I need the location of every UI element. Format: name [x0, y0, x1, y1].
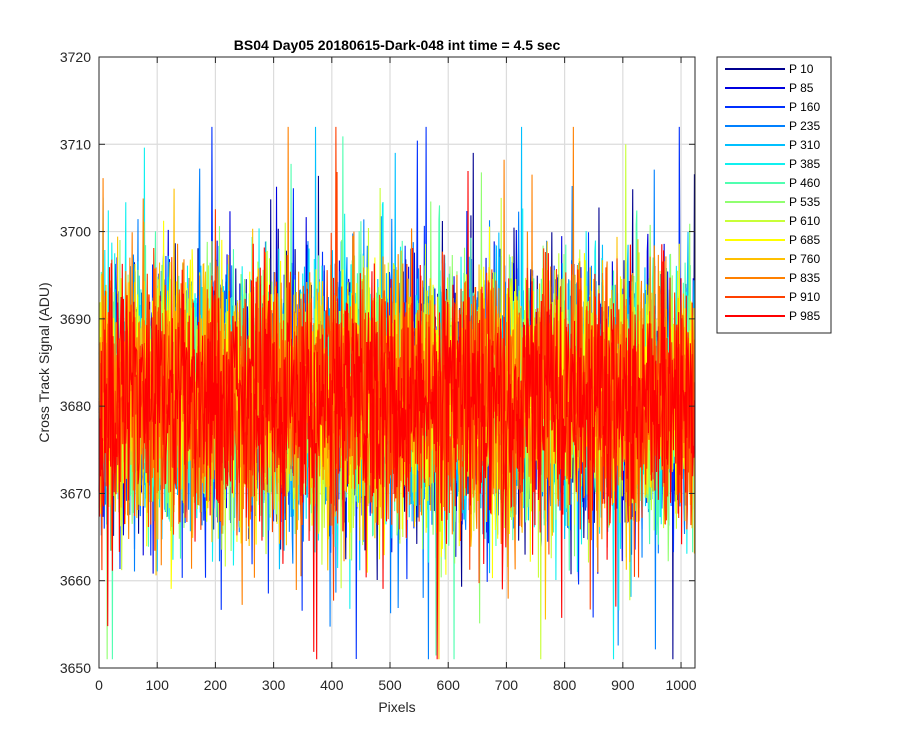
legend-label: P 535: [789, 195, 820, 209]
y-tick-label: 3720: [60, 49, 91, 65]
y-tick-label: 3710: [60, 136, 91, 152]
x-tick-label: 200: [204, 677, 228, 693]
chart-title: BS04 Day05 20180615-Dark-048 int time = …: [234, 37, 561, 53]
x-tick-label: 400: [320, 677, 344, 693]
legend-label: P 10: [789, 62, 814, 76]
legend-label: P 85: [789, 81, 814, 95]
y-tick-label: 3700: [60, 224, 91, 240]
y-tick-label: 3670: [60, 485, 91, 501]
series-line: [98, 170, 695, 660]
x-tick-label: 800: [553, 677, 577, 693]
legend-label: P 835: [789, 271, 820, 285]
legend-label: P 610: [789, 214, 820, 228]
x-tick-label: 1000: [665, 677, 696, 693]
y-tick-label: 3690: [60, 311, 91, 327]
y-tick-label: 3650: [60, 660, 91, 676]
x-tick-label: 100: [146, 677, 170, 693]
x-tick-label: 300: [262, 677, 286, 693]
legend-label: P 685: [789, 233, 820, 247]
legend-label: P 910: [789, 290, 820, 304]
y-tick-label: 3660: [60, 573, 91, 589]
y-axis-label: Cross Track Signal (ADU): [36, 282, 52, 442]
x-tick-label: 500: [378, 677, 402, 693]
axis-ticks: 0 100 200 300 400 500 600 700 800 900 1000 3650 3660…: [60, 49, 697, 693]
plot-area: [98, 126, 695, 660]
axes-box: [98, 56, 696, 669]
legend-label: P 160: [789, 100, 820, 114]
legend-box: [716, 56, 832, 334]
legend-label: P 760: [789, 252, 820, 266]
y-tick-label: 3680: [60, 398, 91, 414]
legend-label: P 235: [789, 119, 820, 133]
legend-label: P 310: [789, 138, 820, 152]
x-axis-label: Pixels: [378, 699, 415, 715]
x-tick-label: 600: [437, 677, 461, 693]
x-tick-label: 0: [95, 677, 103, 693]
legend-label: P 385: [789, 157, 820, 171]
x-tick-label: 900: [611, 677, 635, 693]
x-tick-label: 700: [495, 677, 519, 693]
legend-label: P 985: [789, 309, 820, 323]
legend-label: P 460: [789, 176, 820, 190]
legend: P 10 P 85 P 160 P 235 P 310 P 385 P 460 P 535 P …: [716, 56, 832, 334]
